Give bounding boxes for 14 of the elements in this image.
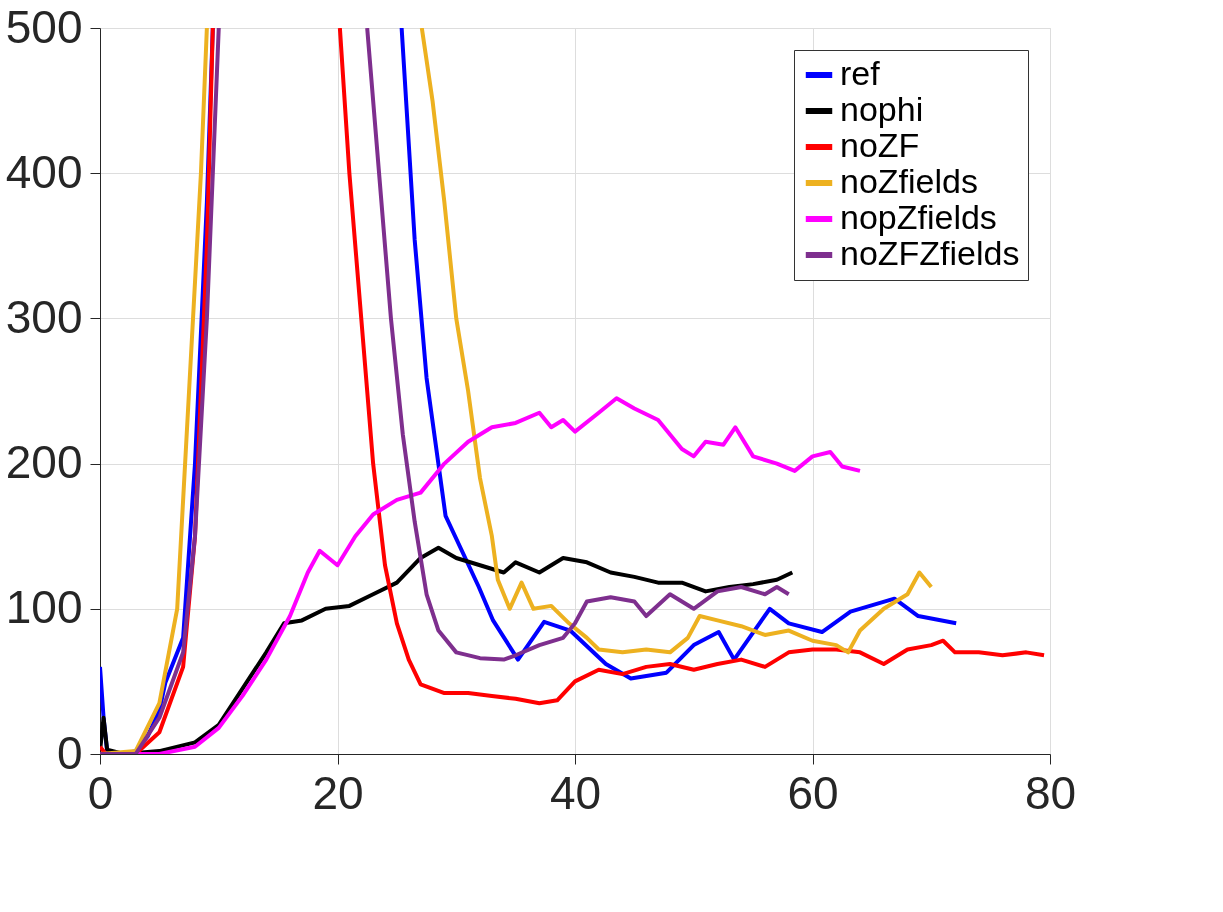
legend-label: nophi	[840, 90, 924, 128]
x-tick-label: 20	[312, 766, 364, 819]
x-tick-label: 40	[549, 766, 602, 819]
y-tick-label: 200	[5, 436, 83, 489]
y-tick-label: 300	[5, 290, 83, 343]
y-tick-label: 0	[56, 726, 83, 779]
legend-label: nopZfields	[840, 198, 997, 236]
y-tick-label: 100	[5, 581, 83, 634]
x-tick-label: 60	[787, 766, 839, 819]
x-tick-label: 80	[1024, 766, 1077, 819]
y-tick-label: 500	[5, 0, 83, 53]
y-tick-label: 400	[5, 145, 83, 198]
legend-label: ref	[840, 54, 881, 92]
legend-label: noZfields	[840, 162, 978, 200]
